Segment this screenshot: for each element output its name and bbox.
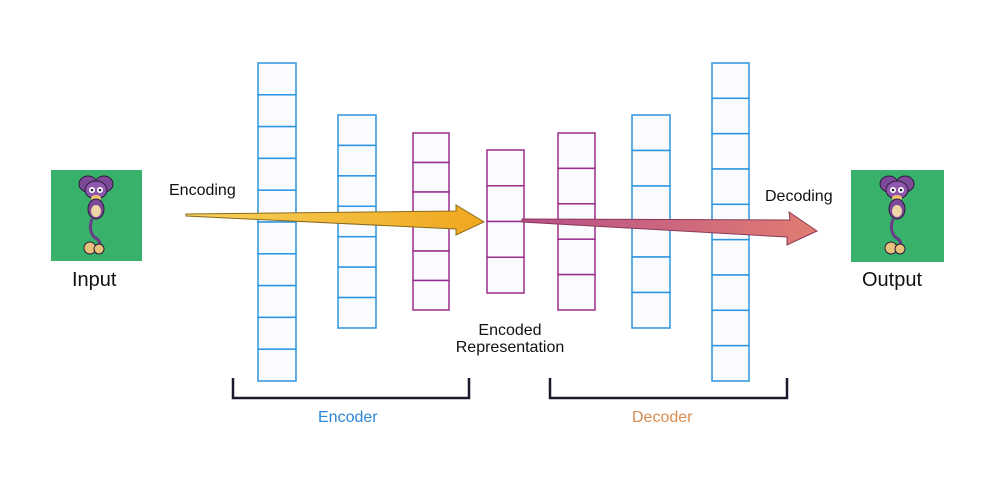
layer-cell (412, 132, 450, 164)
layer-cell (412, 250, 450, 282)
layer-cell (257, 125, 297, 160)
layer-4 (486, 149, 525, 294)
layer-cell (337, 235, 377, 268)
layer-cell (257, 284, 297, 319)
encoder-label: Encoder (318, 409, 378, 426)
layer-cell (337, 266, 377, 299)
layer-cell (257, 316, 297, 350)
creature-sprite-icon (78, 175, 114, 255)
encoding-label: Encoding (169, 182, 236, 199)
layer-cell (257, 62, 297, 96)
encoded-representation-label: Encoded Representation (440, 322, 580, 356)
layer-cell (557, 132, 596, 170)
layer-cell (412, 161, 450, 193)
encoding-arrow (185, 204, 486, 236)
layer-cell (257, 348, 297, 382)
layer-cell (486, 149, 525, 187)
layer-cell (711, 132, 750, 170)
decoder-bracket (548, 378, 789, 400)
layer-cell (257, 253, 297, 287)
layer-cell (557, 238, 596, 276)
layer-cell (711, 238, 750, 276)
layer-cell (257, 94, 297, 128)
layer-cell (486, 220, 525, 258)
layer-cell (257, 157, 297, 191)
input-image (51, 170, 142, 261)
layer-5 (557, 132, 596, 311)
layer-cell (631, 256, 671, 294)
layer-cell (631, 149, 671, 187)
layer-cell (337, 114, 377, 147)
layer-2 (337, 114, 377, 329)
decoding-label: Decoding (765, 188, 833, 205)
layer-cell (711, 309, 750, 347)
layer-cell (412, 279, 450, 311)
encoded-label-line1: Encoded (478, 322, 542, 339)
layer-cell (711, 62, 750, 100)
layer-cell (711, 344, 750, 382)
layer-cell (337, 296, 377, 329)
decoder-label: Decoder (632, 409, 693, 426)
layer-cell (711, 274, 750, 312)
creature-sprite-icon (879, 175, 915, 255)
output-label: Output (862, 269, 923, 291)
layer-cell (557, 167, 596, 205)
layer-cell (631, 114, 671, 152)
layer-cell (631, 185, 671, 223)
decoding-arrow (521, 210, 819, 246)
layer-cell (631, 291, 671, 329)
encoder-bracket (231, 378, 471, 400)
layer-cell (337, 175, 377, 208)
layer-cell (557, 273, 596, 311)
layer-cell (486, 185, 525, 223)
layer-cell (486, 256, 525, 294)
layer-cell (257, 221, 297, 255)
encoded-label-line2: Representation (455, 339, 565, 356)
layer-cell (711, 168, 750, 206)
layer-1 (257, 62, 297, 382)
input-label: Input (72, 269, 117, 291)
layer-cell (337, 144, 377, 177)
layer-cell (711, 97, 750, 135)
output-image (851, 170, 944, 262)
